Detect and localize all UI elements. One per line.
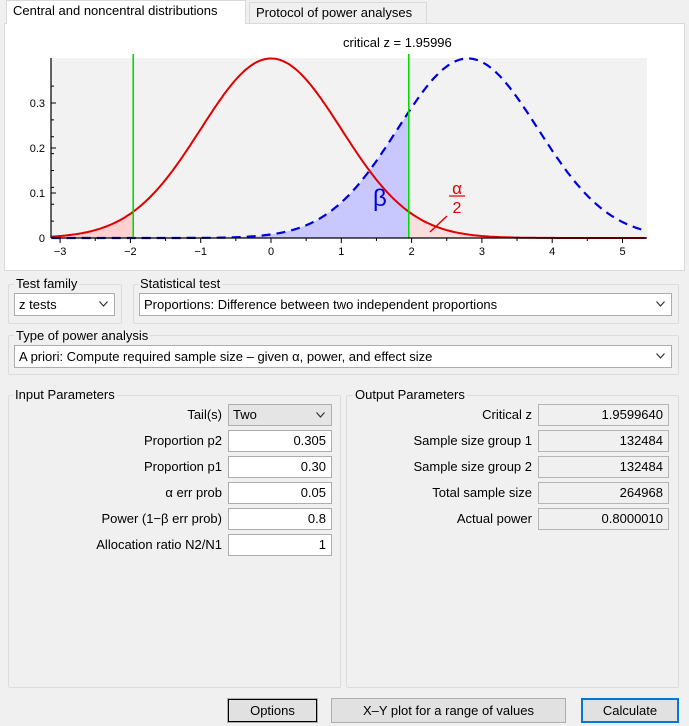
- beta-region: [51, 111, 409, 238]
- output-label-total-sample-size: Total sample size: [432, 485, 532, 500]
- tab-central-noncentral[interactable]: Central and noncentral distributions: [6, 0, 246, 24]
- input-parameters-group: [8, 395, 341, 688]
- power-analysis-type-select[interactable]: A priori: Compute required sample size –…: [14, 345, 672, 368]
- output-label-critical-z: Critical z: [482, 407, 532, 422]
- y-tick-label: 0.3: [30, 98, 45, 110]
- x-tick-label: 2: [409, 246, 415, 258]
- chevron-down-icon: [656, 301, 665, 307]
- test-family-label: Test family: [14, 276, 80, 291]
- output-parameters-title: Output Parameters: [353, 387, 467, 402]
- chevron-down-icon: [99, 301, 108, 307]
- sample-size-group-2-output: 132484: [538, 456, 669, 478]
- input-label-proportion-p2: Proportion p2: [143, 433, 222, 448]
- x-tick-label: −1: [194, 246, 207, 258]
- beta-label: β: [373, 185, 387, 212]
- y-tick-label: 0.2: [30, 143, 45, 155]
- tails-select[interactable]: Two: [228, 404, 332, 426]
- alpha-err-prob-input[interactable]: 0.05: [228, 482, 332, 504]
- power-input[interactable]: 0.8: [228, 508, 332, 530]
- output-label-actual-power: Actual power: [456, 511, 532, 526]
- actual-power-output: 0.8000010: [538, 508, 669, 530]
- power-analysis-type-group: [8, 335, 679, 375]
- critical-z-output: 1.9599640: [538, 404, 669, 426]
- input-label-proportion-p1: Proportion p1: [143, 459, 222, 474]
- y-tick-label: 0: [39, 233, 45, 245]
- distribution-plot: 0 0.1 0.2 0.3 −3 −2 −1 0 1 2 3 4 5 critical z = 1.9…: [30, 35, 647, 258]
- output-parameters-group: [346, 395, 679, 688]
- test-family-select[interactable]: z tests: [14, 293, 115, 316]
- distribution-plot-panel: 0 0.1 0.2 0.3 −3 −2 −1 0 1 2 3 4 5 critical z = 1.9…: [4, 23, 685, 271]
- x-tick-label: 3: [479, 246, 485, 258]
- options-button[interactable]: Options: [227, 698, 318, 723]
- tab-label: Protocol of power analyses: [256, 5, 413, 20]
- proportion-p1-input[interactable]: 0.30: [228, 456, 332, 478]
- y-tick-label: 0.1: [30, 188, 45, 200]
- calculate-button[interactable]: Calculate: [581, 698, 679, 723]
- xy-plot-button[interactable]: X–Y plot for a range of values: [331, 698, 566, 723]
- tails-label: Tail(s): [187, 407, 222, 422]
- x-tick-label: 1: [338, 246, 344, 258]
- x-tick-label: 5: [619, 246, 625, 258]
- tails-value: Two: [233, 407, 257, 422]
- sample-size-group-1-output: 132484: [538, 430, 669, 452]
- statistical-test-group: [133, 284, 679, 324]
- test-family-value: z tests: [19, 297, 57, 312]
- alpha-denominator: 2: [453, 200, 462, 217]
- power-analysis-type-value: A priori: Compute required sample size –…: [19, 349, 433, 364]
- statistical-test-value: Proportions: Difference between two inde…: [144, 297, 498, 312]
- alpha-left-tail-region: [51, 211, 134, 238]
- power-analysis-type-label: Type of power analysis: [14, 328, 151, 343]
- output-label-sample-size-group-1: Sample size group 1: [413, 433, 532, 448]
- input-label-allocation-ratio: Allocation ratio N2/N1: [96, 537, 222, 552]
- chevron-down-icon: [656, 353, 665, 359]
- alpha-right-tail-region: [408, 211, 646, 238]
- proportion-p2-input[interactable]: 0.305: [228, 430, 332, 452]
- chevron-down-icon: [316, 412, 325, 418]
- statistical-test-label: Statistical test: [138, 276, 223, 291]
- x-tick-label: 4: [549, 246, 555, 258]
- total-sample-size-output: 264968: [538, 482, 669, 504]
- output-label-sample-size-group-2: Sample size group 2: [413, 459, 532, 474]
- x-tick-label: −2: [124, 246, 137, 258]
- statistical-test-select[interactable]: Proportions: Difference between two inde…: [139, 293, 672, 316]
- allocation-ratio-input[interactable]: 1: [228, 534, 332, 556]
- input-label-alpha: α err prob: [165, 485, 222, 500]
- alpha-numerator: α: [452, 179, 462, 198]
- critical-z-text: critical z = 1.95996: [343, 35, 452, 50]
- tab-protocol[interactable]: Protocol of power analyses: [249, 2, 427, 24]
- input-parameters-title: Input Parameters: [13, 387, 117, 402]
- tab-label: Central and noncentral distributions: [13, 3, 218, 18]
- x-tick-label: −3: [54, 246, 67, 258]
- input-label-power: Power (1−β err prob): [101, 511, 222, 526]
- alpha-pointer: [429, 215, 448, 233]
- x-tick-label: 0: [268, 246, 274, 258]
